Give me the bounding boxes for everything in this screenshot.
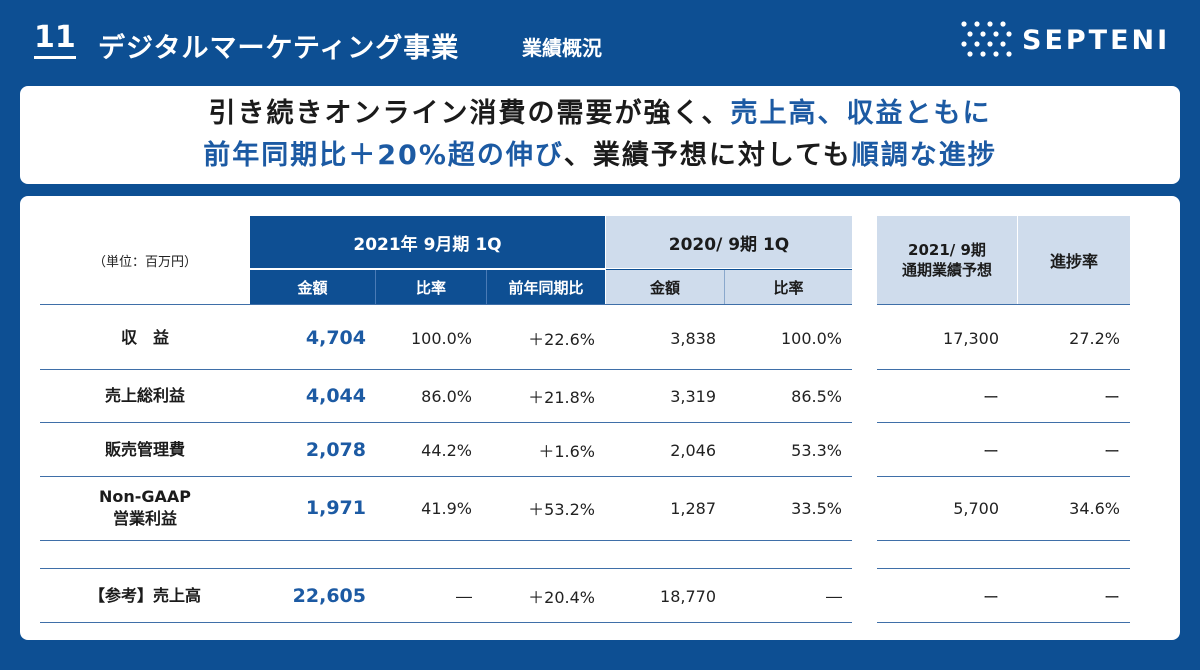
header-2021-ratio: 比率 (376, 270, 486, 304)
row-revenue-amount-prev: 3,838 (670, 328, 716, 348)
headline-line1-blue: 売上高、収益ともに (730, 98, 992, 129)
header-2020-group: 2020/ 9期 1Q (606, 216, 852, 268)
row-revenue-progress: 27.2% (1069, 328, 1120, 348)
row-sga-forecast: ー (982, 442, 999, 461)
row-gross-sales-amount: 22,605 (292, 585, 366, 607)
page-number: 11 (34, 22, 76, 59)
header-2021-group: 2021年 9月期 1Q (250, 216, 605, 268)
page-title: デジタルマーケティング事業 (98, 33, 460, 64)
row-gross-profit-amount-prev: 3,319 (670, 386, 716, 406)
page-subtitle: 業績概況 (522, 36, 602, 60)
row-gross-sales-progress: ー (1103, 588, 1120, 607)
row-sga-amount-prev: 2,046 (670, 440, 716, 460)
headline-line-2: 前年同期比＋20%超の伸び、業績予想に対しても順調な進捗 (203, 135, 996, 177)
unit-label: （単位：百万円） (92, 254, 197, 270)
row-gross-sales-amount-prev: 18,770 (660, 586, 716, 606)
headline-line2-blue-b: 順調な進捗 (851, 140, 997, 171)
row-gross-profit-ratio: 86.0% (421, 386, 472, 406)
row-revenue-amount: 4,704 (305, 327, 366, 349)
row-gross-sales-ratio-prev: ― (826, 586, 842, 606)
row-gross-sales-ratio: ― (456, 586, 472, 606)
header-2021-yoy: 前年同期比 (487, 270, 605, 304)
row-revenue-yoy: ＋22.6% (528, 330, 595, 349)
row-label-revenue: 収 益 (120, 328, 169, 347)
header-2020-amount: 金額 (606, 270, 724, 304)
row-gross-profit-amount: 4,044 (305, 385, 366, 407)
row-sga-progress: ー (1103, 442, 1120, 461)
row-sga-yoy: ＋1.6% (538, 442, 595, 461)
row-label-gross-sales: 【参考】売上高 (88, 586, 201, 605)
row-operating-profit-ratio: 41.9% (421, 498, 472, 518)
row-gross-profit-progress: ー (1103, 388, 1120, 407)
results-table: （単位：百万円） 2021年 9月期 1Q 金額 比率 前年同期比 2020/ … (20, 196, 1180, 640)
headline-line-1: 引き続きオンライン消費の需要が強く、売上高、収益ともに (209, 93, 992, 135)
row-operating-profit-yoy: ＋53.2% (528, 500, 595, 519)
row-gross-sales-yoy: ＋20.4% (528, 588, 595, 607)
row-label-sga: 販売管理費 (104, 440, 185, 459)
row-sga-ratio: 44.2% (421, 440, 472, 460)
headline-line2-blue-a: 前年同期比＋20%超の伸び (203, 140, 564, 171)
row-sga-amount: 2,078 (305, 439, 366, 461)
row-operating-profit-amount: 1,971 (305, 497, 366, 519)
header-forecast: 2021/ 9期 通期業績予想 (877, 216, 1017, 304)
header-2020-ratio: 比率 (725, 270, 852, 304)
row-sga-ratio-prev: 53.3% (791, 440, 842, 460)
row-operating-profit-progress: 34.6% (1069, 498, 1120, 518)
row-revenue-ratio-prev: 100.0% (780, 328, 842, 348)
row-gross-profit-forecast: ー (982, 388, 999, 407)
row-revenue-ratio: 100.0% (410, 328, 472, 348)
row-operating-profit-amount-prev: 1,287 (670, 498, 716, 518)
header-progress: 進捗率 (1018, 216, 1130, 304)
row-gross-profit-ratio-prev: 86.5% (791, 386, 842, 406)
headline-line2-dark: 、業績予想に対しても (563, 140, 852, 171)
row-gross-profit-yoy: ＋21.8% (528, 388, 595, 407)
row-operating-profit-forecast: 5,700 (953, 498, 999, 518)
headline-line1-dark: 引き続きオンライン消費の需要が強く、 (208, 98, 731, 129)
company-logo: SEPTENI (960, 18, 1175, 62)
headline-box: 引き続きオンライン消費の需要が強く、売上高、収益ともに 前年同期比＋20%超の伸… (20, 86, 1180, 184)
row-gross-sales-forecast: ー (982, 588, 999, 607)
row-label-gross-profit: 売上総利益 (104, 386, 185, 405)
header-2021-amount: 金額 (250, 270, 375, 304)
row-revenue-forecast: 17,300 (943, 328, 999, 348)
row-label-operating-profit: Non-GAAP 営業利益 (98, 487, 192, 528)
logo-dots-icon (961, 21, 1012, 57)
logo-text: SEPTENI (1022, 24, 1171, 56)
row-operating-profit-ratio-prev: 33.5% (791, 498, 842, 518)
